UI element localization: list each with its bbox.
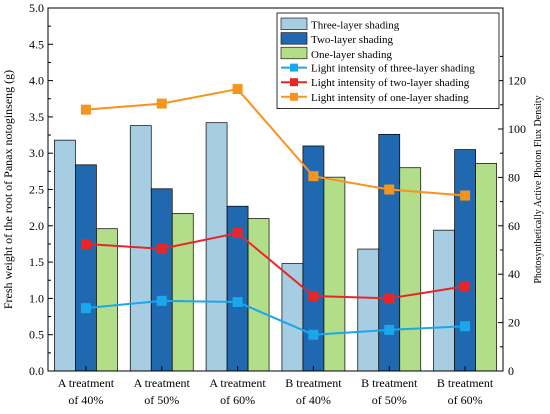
left-tick-label: 0.0 [29,364,44,378]
right-tick-label: 80 [508,170,520,184]
legend-swatch [280,17,308,30]
bar [54,139,76,372]
data-point [156,243,167,254]
x-tick-label: B treatment of 50% [361,376,418,407]
bar [205,122,228,372]
bar [357,248,380,372]
bar [378,133,401,372]
bar [399,167,422,372]
data-point [80,104,91,115]
left-tick-label: 5.0 [29,1,44,15]
bar [247,218,270,372]
data-point [460,321,471,332]
left-tick-label: 0.5 [29,328,44,342]
left-tick-label: 4.0 [29,74,44,88]
bar [433,229,455,372]
legend-label: Two-layer shading [311,34,394,46]
data-point [384,293,395,304]
data-point [156,98,167,109]
series-line [85,87,466,197]
x-tick-label: B treatment of 40% [285,376,342,407]
bars-layer [54,122,497,372]
series-line [85,231,466,300]
bar [150,188,173,372]
data-point [460,281,471,292]
left-tick-label: 1.0 [29,291,44,305]
data-point [308,171,319,182]
legend-swatch [280,32,308,45]
x-tick-label: A treatment of 60% [209,376,266,407]
legend-box [276,12,500,109]
data-point [460,190,471,201]
legend-label: Light intensity of three-layer shading [311,63,475,75]
bar [75,164,97,372]
data-point [232,297,243,308]
data-point [156,295,167,306]
legend: Three-layer shading Two-layer shading One-… [276,12,500,109]
right-tick-label: 40 [508,267,520,281]
lines-layer [80,84,471,340]
bar [454,149,476,372]
series-line [85,299,466,336]
bar [96,228,118,372]
left-axis: 0.0 0.5 1.0 1.5 2.0 2.5 3.0 3.5 4.0 4.5 5.0 [29,1,53,378]
x-axis: A treatment of 40% A treatment of 50% A trea… [58,366,494,407]
legend-swatch [280,46,308,60]
data-point [80,303,91,314]
data-point [308,329,319,340]
left-tick-label: 3.5 [29,110,44,124]
x-tick-label: A treatment of 40% [58,376,115,407]
left-tick-label: 2.5 [29,183,44,197]
data-point [308,290,319,301]
right-tick-label: 60 [508,219,520,233]
bar [475,163,497,372]
legend-label: Light intensity of two-layer shading [311,77,470,89]
x-tick-label: A treatment of 50% [134,376,191,407]
left-tick-label: 3.0 [29,146,44,160]
legend-label: Light intensity of one-layer shading [311,92,469,104]
bar [323,176,346,372]
right-tick-label: 100 [508,122,526,136]
right-tick-label: 120 [508,74,526,88]
data-point [384,324,395,335]
data-point [80,238,91,249]
legend-label: One-layer shading [311,49,392,61]
left-tick-label: 2.0 [29,219,44,233]
right-tick-label: 0 [508,364,514,378]
legend-marker [290,92,298,101]
right-tick-label: 20 [508,316,520,330]
legend-marker [290,78,298,87]
right-axis-title: Photosynthetically Active Photon Flux De… [533,95,544,283]
left-axis-title: Fresh weight of the root of Panax notogi… [1,70,15,309]
data-point [232,84,243,95]
data-point [384,184,395,195]
x-tick-label: B treatment of 60% [437,376,494,407]
legend-label: Three-layer shading [311,20,400,32]
right-axis: 0 20 40 60 80 100 120 [498,55,526,378]
legend-marker [290,63,298,72]
data-point [232,228,243,239]
left-tick-label: 4.5 [29,37,44,51]
bar [171,213,194,372]
left-tick-label: 1.5 [29,255,44,269]
